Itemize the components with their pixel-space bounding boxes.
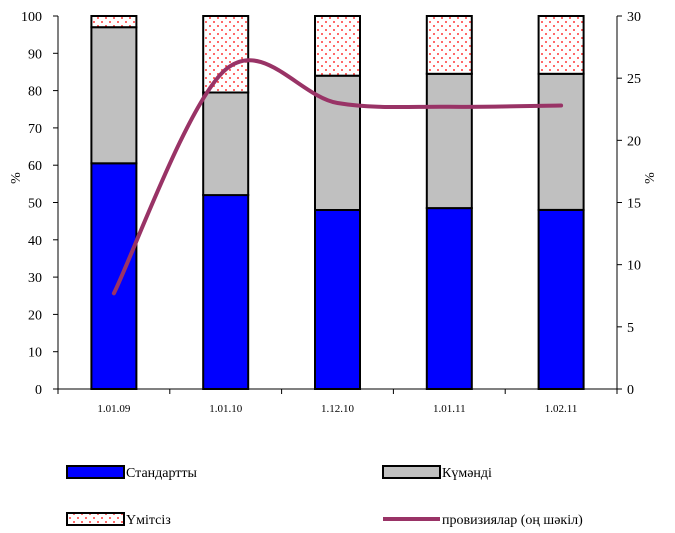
x-tick-label-2: 1.01.10 xyxy=(209,403,243,415)
y-tick-right-label-30: 30 xyxy=(627,10,641,25)
bar-3-2 xyxy=(202,15,250,94)
x-tick-label-1: 1.01.09 xyxy=(97,403,131,415)
y-tick-right-label-5: 5 xyxy=(627,321,634,336)
bar-3-3 xyxy=(314,15,361,77)
y-tick-left-label-80: 80 xyxy=(28,85,42,100)
legend-label-2: Күмәнді xyxy=(442,466,492,481)
legend-item-3: Үмітсіз xyxy=(66,512,171,528)
legend-label-4: провизиялар (оң шәкіл) xyxy=(442,513,583,528)
legend-item-4: провизиялар (оң шәкіл) xyxy=(383,513,583,528)
y-tick-right-label-10: 10 xyxy=(627,259,641,274)
bar-1-2 xyxy=(202,194,250,390)
y-tick-right-label-15: 15 xyxy=(627,197,641,212)
bar-3-4 xyxy=(425,15,473,75)
legend-swatch-1 xyxy=(66,465,125,479)
y-tick-right-label-20: 20 xyxy=(627,134,641,149)
bar-2-2 xyxy=(202,91,250,197)
bar-1-4 xyxy=(425,207,473,390)
y-tick-left-label-50: 50 xyxy=(28,197,42,212)
y-tick-left-label-20: 20 xyxy=(28,308,42,323)
legend-item-2: Күмәнді xyxy=(382,465,492,481)
y-tick-left-label-10: 10 xyxy=(28,346,42,361)
legend: Стандартты Күмәнді Үмітсіз провизиялар (оң … xyxy=(66,465,583,528)
legend-swatch-2 xyxy=(382,465,441,479)
bar-2-1 xyxy=(90,26,138,165)
legend-swatch-3 xyxy=(66,512,125,526)
y-tick-right-label-0: 0 xyxy=(627,383,634,398)
x-tick-label-3: 1.12.10 xyxy=(321,403,355,415)
bar-2-5 xyxy=(537,72,585,211)
bar-1-1 xyxy=(90,162,138,390)
x-tick-label-4: 1.01.11 xyxy=(433,403,466,415)
bar-3-5 xyxy=(537,15,585,75)
y-axis-label-left: % xyxy=(9,172,24,184)
axes-layer: 0 10 20 30 40 50 60 70 80 90 100 0 5 10 15 20 25 30 1.01.0… xyxy=(21,10,641,415)
y-tick-left-label-90: 90 xyxy=(28,47,42,62)
legend-label-3: Үмітсіз xyxy=(126,513,171,528)
bar-1-5 xyxy=(537,209,585,390)
legend-item-1: Стандартты xyxy=(66,465,198,481)
bars-layer xyxy=(90,15,585,390)
provision-line xyxy=(111,58,564,296)
y-tick-left-label-30: 30 xyxy=(28,271,42,286)
y-tick-left-label-60: 60 xyxy=(28,159,42,174)
x-tick-label-5: 1.02.11 xyxy=(545,403,578,415)
y-axis-label-right: % xyxy=(643,172,658,184)
y-tick-left-label-100: 100 xyxy=(21,10,42,25)
bar-2-4 xyxy=(425,72,473,210)
bar-3-1 xyxy=(90,15,138,29)
y-tick-right-label-25: 25 xyxy=(627,72,641,87)
bar-1-3 xyxy=(314,209,361,390)
legend-label-1: Стандартты xyxy=(126,466,198,481)
y-tick-left-label-70: 70 xyxy=(28,122,42,137)
y-tick-left-label-0: 0 xyxy=(35,383,42,398)
y-tick-left-label-40: 40 xyxy=(28,234,42,249)
line-layer xyxy=(111,58,564,296)
